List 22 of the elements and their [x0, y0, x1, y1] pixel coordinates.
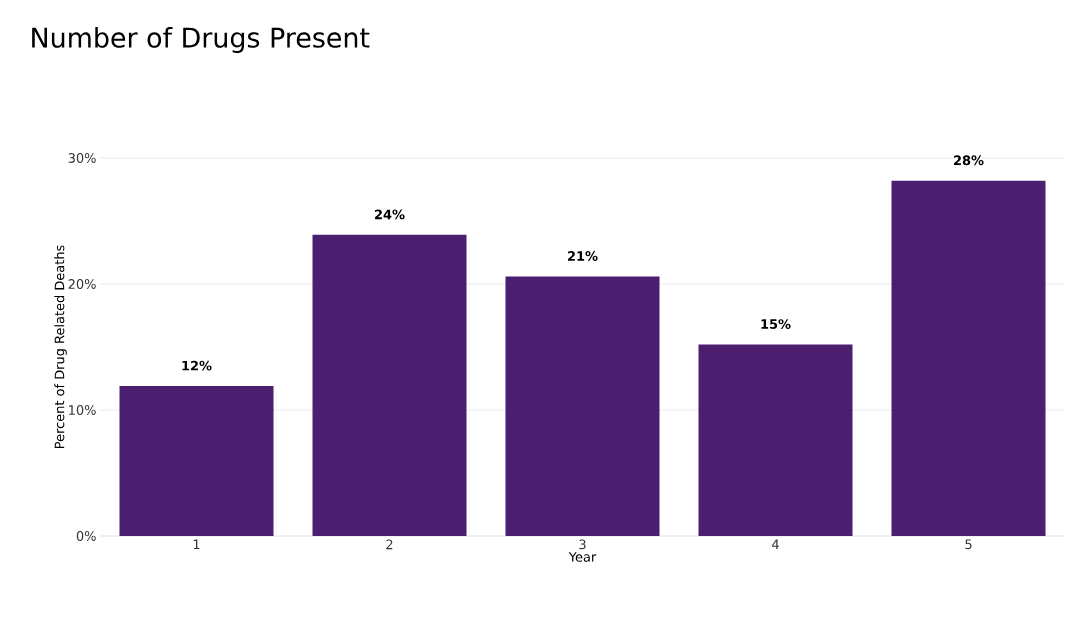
y-axis-title: Percent of Drug Related Deaths: [54, 245, 67, 448]
y-tick-label: 10%: [69, 405, 96, 415]
data-label: 24%: [375, 209, 405, 220]
data-label: 15%: [761, 319, 791, 329]
bar: [891, 180, 1046, 536]
y-tick-label: 0%: [76, 531, 96, 541]
bar: [119, 386, 274, 536]
bar: [698, 344, 853, 536]
y-tick-label: 30%: [68, 153, 96, 163]
x-tick-label: 2: [386, 539, 393, 550]
bar: [312, 234, 467, 536]
x-tick-label: 5: [965, 539, 972, 550]
data-label: 12%: [182, 360, 212, 371]
x-tick-label: 4: [772, 539, 779, 549]
x-tick-label: 1: [193, 539, 200, 549]
data-label: 28%: [954, 155, 984, 166]
x-axis-title: Year: [568, 552, 597, 562]
data-label: 21%: [568, 251, 598, 261]
chart-title: Number of Drugs Present: [32, 26, 370, 54]
bar: [505, 276, 660, 536]
y-tick-label: 20%: [68, 279, 96, 289]
x-tick-label: 3: [579, 539, 586, 550]
